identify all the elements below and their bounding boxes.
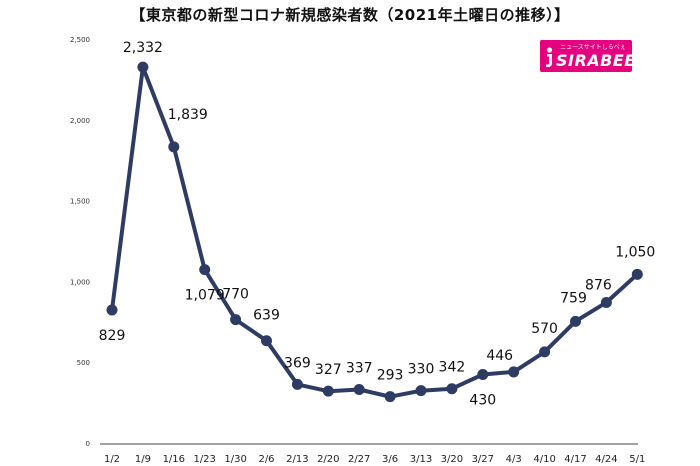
- data-point: [137, 61, 149, 73]
- data-point: [477, 369, 489, 381]
- data-label: 1,050: [615, 244, 655, 260]
- data-point: [291, 378, 303, 390]
- data-label: 330: [408, 362, 435, 378]
- data-point: [322, 385, 334, 397]
- x-tick-label: 3/13: [410, 454, 432, 465]
- y-tick-label: 2,000: [70, 117, 90, 125]
- y-tick-label: 1,500: [70, 198, 90, 206]
- x-tick-label: 4/3: [506, 454, 522, 465]
- x-tick-label: 1/30: [224, 454, 246, 465]
- x-tick-label: 2/20: [317, 454, 339, 465]
- y-tick-label: 2,500: [70, 36, 90, 44]
- data-label: 829: [99, 328, 126, 344]
- data-label: 293: [377, 368, 404, 384]
- data-point: [199, 264, 211, 276]
- x-tick-label: 1/9: [135, 454, 151, 465]
- x-tick-label: 4/24: [595, 454, 617, 465]
- x-tick-label: 4/17: [564, 454, 586, 465]
- logo-wordmark: SIRABEE: [556, 51, 632, 70]
- x-tick-label: 3/6: [382, 454, 398, 465]
- chart-title: 【東京都の新型コロナ新規感染者数（2021年土曜日の推移）】: [130, 6, 570, 24]
- data-point: [631, 268, 643, 280]
- data-points: [106, 61, 643, 403]
- data-label: 1,839: [168, 107, 208, 123]
- x-tick-label: 3/20: [441, 454, 463, 465]
- y-tick-label: 1,000: [70, 278, 90, 286]
- x-tick-label: 1/2: [104, 454, 120, 465]
- data-label: 327: [315, 362, 342, 378]
- data-point: [230, 314, 242, 326]
- logo-subtitle: ニュースサイトしらべぇ: [560, 44, 626, 51]
- data-label: 2,332: [123, 40, 163, 56]
- data-label: 876: [585, 277, 612, 293]
- y-axis-ticks: 0 500 1,000 1,500 2,000 2,500: [70, 36, 90, 448]
- x-tick-label: 4/10: [533, 454, 555, 465]
- data-point: [508, 366, 520, 378]
- logo-i-icon: [546, 47, 553, 67]
- data-point: [384, 391, 396, 403]
- data-label: 337: [346, 361, 373, 377]
- data-label: 759: [560, 290, 587, 306]
- data-label: 639: [253, 308, 280, 324]
- data-label: 1,079: [185, 288, 225, 304]
- data-label: 570: [531, 321, 558, 337]
- data-label: 430: [469, 393, 496, 409]
- data-label: 342: [439, 360, 466, 376]
- y-tick-label: 500: [77, 359, 90, 367]
- data-point: [168, 141, 180, 153]
- data-point: [353, 384, 365, 396]
- x-tick-label: 1/16: [163, 454, 185, 465]
- data-point: [570, 315, 581, 327]
- x-tick-label: 1/23: [193, 454, 215, 465]
- y-tick-label: 0: [86, 440, 90, 448]
- x-axis-ticks: 1/2 1/9 1/16 1/23 1/30 2/6 2/13 2/20 2/27 3/6 3/13…: [104, 454, 645, 465]
- data-point: [539, 346, 551, 358]
- x-tick-label: 2/13: [286, 454, 308, 465]
- data-point: [600, 296, 612, 308]
- x-tick-label: 3/27: [472, 454, 494, 465]
- x-tick-label: 2/27: [348, 454, 370, 465]
- data-point: [106, 304, 118, 316]
- data-label: 770: [222, 287, 249, 303]
- sirabee-logo: ニュースサイトしらべぇ SIRABEE: [540, 40, 632, 72]
- x-tick-label: 5/1: [629, 454, 645, 465]
- data-point: [261, 335, 272, 347]
- x-tick-label: 2/6: [258, 454, 274, 465]
- data-point: [415, 385, 427, 397]
- data-point: [446, 383, 458, 395]
- series-line: [110, 65, 639, 399]
- data-label: 369: [284, 355, 311, 371]
- data-label: 446: [486, 348, 513, 364]
